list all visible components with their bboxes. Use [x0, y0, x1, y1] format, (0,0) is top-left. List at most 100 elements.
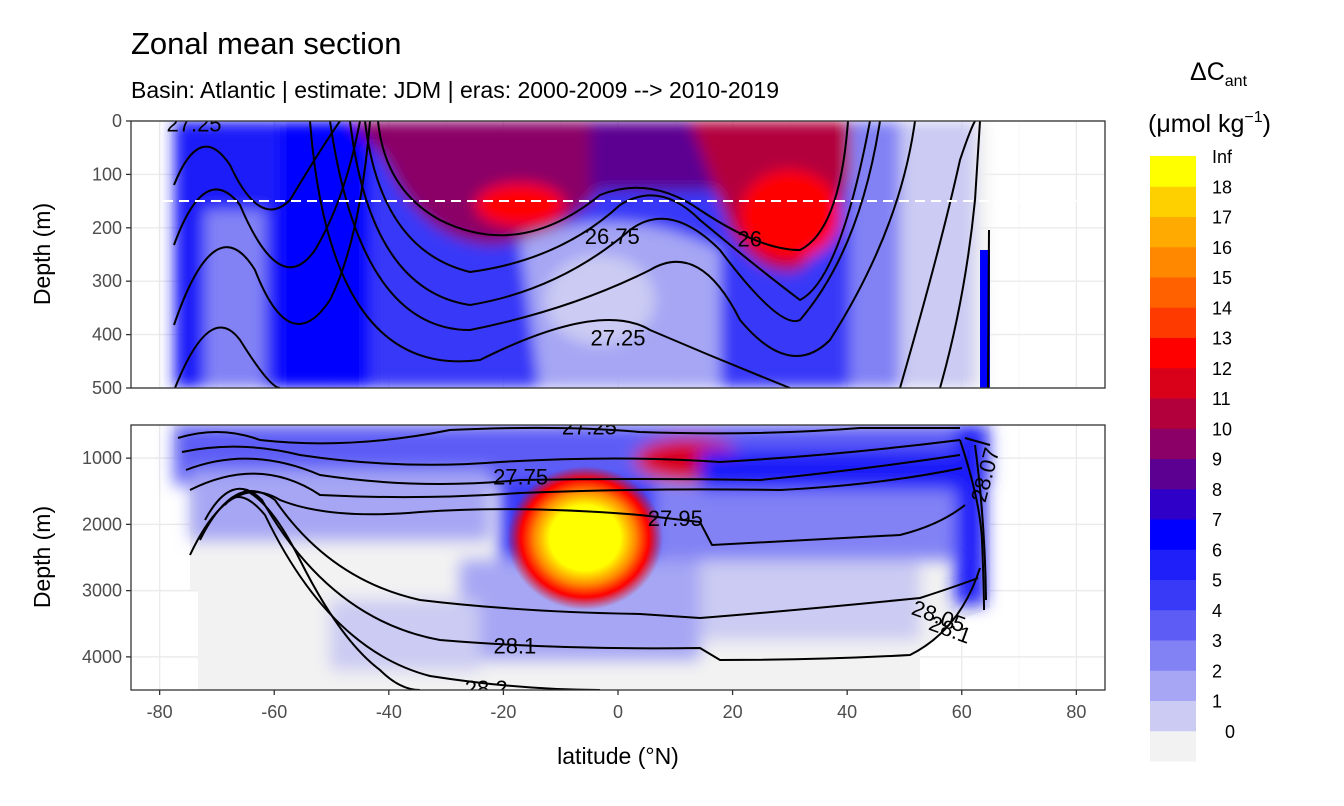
legend-label: 11	[1212, 389, 1231, 409]
legend-label: 6	[1212, 540, 1222, 560]
contour-label: 26	[738, 226, 762, 251]
contour-upper-3	[173, 121, 371, 326]
legend-label: 9	[1212, 450, 1222, 470]
y-axis-title-lower: Depth (m)	[29, 506, 55, 608]
x-tick-label: 80	[1066, 702, 1086, 722]
x-tick-label: -20	[490, 702, 516, 722]
legend-title-main: ΔC	[1190, 58, 1225, 86]
legend-label: 10	[1212, 419, 1232, 439]
x-tick-label: 0	[613, 702, 623, 722]
contour-label: 28.1	[493, 634, 536, 659]
x-tick-label: -40	[376, 702, 402, 722]
contour-lower-9	[243, 489, 421, 690]
y-tick-label: 4000	[82, 647, 122, 667]
y-tick-label: 200	[92, 218, 122, 238]
panel-upper-field: 27.25 26.75 26 27.25	[131, 112, 1105, 388]
legend-swatch	[1150, 730, 1196, 762]
y-tick-label: 3000	[82, 581, 122, 601]
x-axis-title: latitude (°N)	[557, 743, 679, 769]
legend-swatch	[1150, 609, 1196, 641]
legend-swatch	[1150, 549, 1196, 580]
field-lower-upper-lite	[190, 470, 490, 540]
contour-upper-4	[377, 121, 849, 252]
legend-swatch	[1150, 700, 1196, 732]
legend-swatch	[1150, 277, 1196, 308]
contour-upper-8	[309, 121, 791, 388]
contour-lower-4	[189, 467, 963, 499]
field-lower-abyss-north	[700, 560, 920, 640]
contour-label: 27.25	[166, 112, 221, 137]
legend-swatch	[1150, 337, 1196, 369]
contour-lower-1	[177, 426, 960, 445]
contour-lower-6	[199, 490, 979, 620]
contour-lower-11	[974, 444, 987, 601]
chart-title: Zonal mean section	[131, 26, 402, 61]
legend-swatch	[1150, 367, 1196, 399]
legend-swatch	[1150, 640, 1196, 671]
contour-upper-5	[364, 121, 871, 302]
y-axis-title-upper: Depth (m)	[29, 203, 55, 305]
field-upper-sgyre-core	[475, 183, 565, 227]
panel-upper-y-axis: 0 100 200 300 400 500	[92, 111, 131, 398]
contour-lower-12	[964, 437, 991, 446]
contour-upper-6	[349, 121, 881, 323]
x-tick-label: 20	[723, 702, 743, 722]
contour-label: 27.25	[562, 414, 617, 439]
y-tick-label: 0	[112, 111, 122, 131]
contour-lower-10	[959, 439, 985, 611]
contour-label: 27.75	[493, 465, 548, 490]
legend-label: 7	[1212, 510, 1222, 530]
y-tick-label: 300	[92, 271, 122, 291]
contour-lower-2	[181, 439, 961, 466]
contour-upper-2	[173, 121, 361, 269]
field-upper-north-pale	[900, 121, 988, 388]
x-tick-label: -60	[261, 702, 287, 722]
legend-label: 13	[1212, 329, 1232, 349]
contour-upper-11	[939, 121, 981, 388]
y-tick-label: 2000	[82, 514, 122, 534]
legend-swatch	[1150, 519, 1196, 550]
x-tick-label: 40	[837, 702, 857, 722]
contours-upper	[173, 121, 990, 388]
legend-unit-exp: −1	[1244, 109, 1262, 126]
legend-label: 18	[1212, 177, 1232, 197]
contour-labels-upper: 27.25 26.75 26 27.25	[166, 112, 762, 350]
legend-unit: (μmol kg−1)	[1148, 109, 1271, 138]
legend-swatch	[1150, 579, 1196, 611]
y-tick-label: 1000	[82, 448, 122, 468]
legend-swatch	[1150, 246, 1196, 278]
legend-label: 4	[1212, 601, 1222, 621]
contour-upper-7	[329, 121, 916, 357]
legend-label: 1	[1212, 692, 1222, 712]
contour-upper-9	[174, 326, 281, 388]
legend-swatch	[1150, 156, 1196, 187]
panel-upper: 27.25 26.75 26 27.25 0 100 200 300 400 500	[92, 111, 1106, 398]
field-lower-nadw-band	[700, 450, 960, 490]
legend-label: 17	[1212, 208, 1232, 228]
legend-swatch	[1150, 186, 1196, 217]
legend-label: 2	[1212, 661, 1222, 681]
legend-swatch	[1150, 488, 1196, 520]
y-tick-label: 500	[92, 378, 122, 398]
legend-title: ΔCant	[1190, 58, 1248, 90]
legend-swatch	[1150, 458, 1196, 490]
legend-label: 15	[1212, 268, 1232, 288]
legend-label: 12	[1212, 359, 1232, 379]
contour-lower-8	[224, 496, 601, 690]
contour-lower-5	[189, 491, 966, 556]
field-upper-south-lite	[205, 210, 265, 388]
contour-label: 27.25	[590, 325, 645, 350]
x-tick-label: -80	[147, 702, 173, 722]
legend-label: 3	[1212, 631, 1222, 651]
contour-label: 26.75	[585, 224, 640, 249]
contours-lower	[177, 426, 991, 690]
contour-label: 27.95	[648, 506, 703, 531]
field-upper-south-mid	[280, 121, 370, 388]
legend-swatch	[1150, 398, 1196, 429]
chart-subtitle: Basin: Atlantic | estimate: JDM | eras: …	[131, 77, 779, 103]
legend-swatch	[1150, 307, 1196, 338]
contour-upper-10	[899, 121, 976, 388]
